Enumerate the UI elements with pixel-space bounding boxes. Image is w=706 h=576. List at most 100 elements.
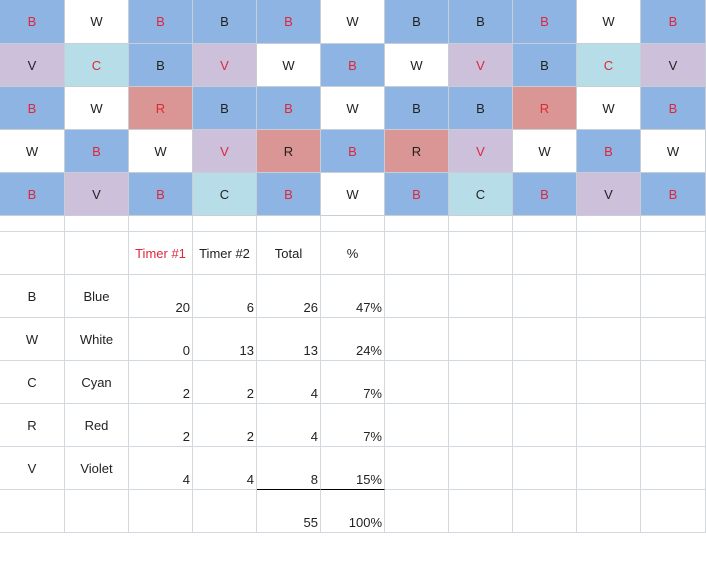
grid-cell[interactable]: W (321, 0, 385, 44)
sheet-cell[interactable]: 13 (257, 318, 321, 361)
sheet-cell[interactable] (641, 318, 706, 361)
grid-cell[interactable]: C (65, 44, 129, 87)
sheet-cell[interactable]: 2 (193, 404, 257, 447)
grid-cell[interactable]: B (513, 44, 577, 87)
grid-cell[interactable]: C (577, 44, 641, 87)
sheet-cell[interactable]: White (65, 318, 129, 361)
grid-cell[interactable]: B (129, 173, 193, 216)
grid-cell[interactable]: B (321, 44, 385, 87)
sheet-cell[interactable]: 20 (129, 275, 193, 318)
sheet-cell[interactable]: Total (257, 232, 321, 275)
sheet-cell[interactable]: 0 (129, 318, 193, 361)
grid-cell[interactable]: R (257, 130, 321, 173)
sheet-cell[interactable]: W (0, 318, 65, 361)
sheet-cell[interactable] (577, 318, 641, 361)
sheet-cell[interactable]: R (0, 404, 65, 447)
sheet-cell[interactable]: Cyan (65, 361, 129, 404)
grid-cell[interactable]: B (385, 173, 449, 216)
sheet-cell[interactable] (641, 232, 706, 275)
sheet-cell[interactable] (449, 404, 513, 447)
sheet-cell[interactable]: Red (65, 404, 129, 447)
sheet-cell[interactable]: 6 (193, 275, 257, 318)
grid-cell[interactable]: W (385, 44, 449, 87)
grid-cell[interactable]: V (449, 130, 513, 173)
sheet-cell[interactable] (385, 232, 449, 275)
sheet-cell[interactable] (257, 216, 321, 232)
sheet-cell[interactable]: 24% (321, 318, 385, 361)
grid-cell[interactable]: V (0, 44, 65, 87)
sheet-cell[interactable]: 7% (321, 361, 385, 404)
grid-cell[interactable]: V (193, 44, 257, 87)
sheet-cell[interactable]: 26 (257, 275, 321, 318)
grid-cell[interactable]: C (193, 173, 257, 216)
grid-cell[interactable]: V (449, 44, 513, 87)
sheet-cell[interactable]: 7% (321, 404, 385, 447)
sheet-cell[interactable] (385, 275, 449, 318)
sheet-cell[interactable] (449, 361, 513, 404)
sheet-cell[interactable] (577, 232, 641, 275)
grid-cell[interactable]: R (385, 130, 449, 173)
grid-cell[interactable]: W (513, 130, 577, 173)
sheet-cell[interactable] (193, 490, 257, 533)
grid-cell[interactable]: B (0, 0, 65, 44)
sheet-cell[interactable] (513, 216, 577, 232)
grid-cell[interactable]: V (641, 44, 706, 87)
grid-cell[interactable]: B (129, 0, 193, 44)
grid-cell[interactable]: W (577, 87, 641, 130)
grid-cell[interactable]: W (257, 44, 321, 87)
grid-cell[interactable]: B (641, 87, 706, 130)
sheet-cell[interactable] (513, 447, 577, 490)
grid-cell[interactable]: B (577, 130, 641, 173)
sheet-cell[interactable] (513, 404, 577, 447)
sheet-cell[interactable]: 2 (193, 361, 257, 404)
sheet-cell[interactable] (385, 404, 449, 447)
grid-cell[interactable]: B (193, 0, 257, 44)
sheet-cell[interactable] (577, 490, 641, 533)
sheet-cell[interactable] (449, 490, 513, 533)
grid-cell[interactable]: C (449, 173, 513, 216)
grid-cell[interactable]: B (641, 0, 706, 44)
sheet-cell[interactable] (513, 361, 577, 404)
grid-cell[interactable]: B (193, 87, 257, 130)
grid-cell[interactable]: W (577, 0, 641, 44)
sheet-cell[interactable] (65, 216, 129, 232)
sheet-cell[interactable] (449, 318, 513, 361)
grid-cell[interactable]: B (641, 173, 706, 216)
grid-cell[interactable]: V (577, 173, 641, 216)
sheet-cell[interactable] (0, 490, 65, 533)
sheet-cell[interactable]: Timer #2 (193, 232, 257, 275)
sheet-cell[interactable]: 2 (129, 361, 193, 404)
sheet-cell[interactable] (449, 232, 513, 275)
sheet-cell[interactable]: 55 (257, 490, 321, 533)
grid-cell[interactable]: B (257, 87, 321, 130)
grid-cell[interactable]: W (321, 87, 385, 130)
grid-cell[interactable]: W (641, 130, 706, 173)
sheet-cell[interactable]: 15% (321, 447, 385, 490)
sheet-cell[interactable] (449, 447, 513, 490)
sheet-cell[interactable]: 2 (129, 404, 193, 447)
grid-cell[interactable]: B (65, 130, 129, 173)
grid-cell[interactable]: B (449, 87, 513, 130)
sheet-cell[interactable] (449, 216, 513, 232)
sheet-cell[interactable] (641, 216, 706, 232)
grid-cell[interactable]: B (257, 0, 321, 44)
sheet-cell[interactable] (321, 216, 385, 232)
grid-cell[interactable]: W (129, 130, 193, 173)
sheet-cell[interactable] (385, 216, 449, 232)
grid-cell[interactable]: R (129, 87, 193, 130)
sheet-cell[interactable]: B (0, 275, 65, 318)
sheet-cell[interactable] (577, 404, 641, 447)
sheet-cell[interactable] (641, 361, 706, 404)
sheet-cell[interactable]: 8 (257, 447, 321, 490)
sheet-cell[interactable] (577, 216, 641, 232)
grid-cell[interactable]: B (385, 0, 449, 44)
grid-cell[interactable]: W (0, 130, 65, 173)
sheet-cell[interactable]: 47% (321, 275, 385, 318)
grid-cell[interactable]: V (193, 130, 257, 173)
grid-cell[interactable]: B (513, 173, 577, 216)
sheet-cell[interactable]: Blue (65, 275, 129, 318)
grid-cell[interactable]: R (513, 87, 577, 130)
sheet-cell[interactable]: 13 (193, 318, 257, 361)
sheet-cell[interactable] (449, 275, 513, 318)
sheet-cell[interactable] (641, 404, 706, 447)
